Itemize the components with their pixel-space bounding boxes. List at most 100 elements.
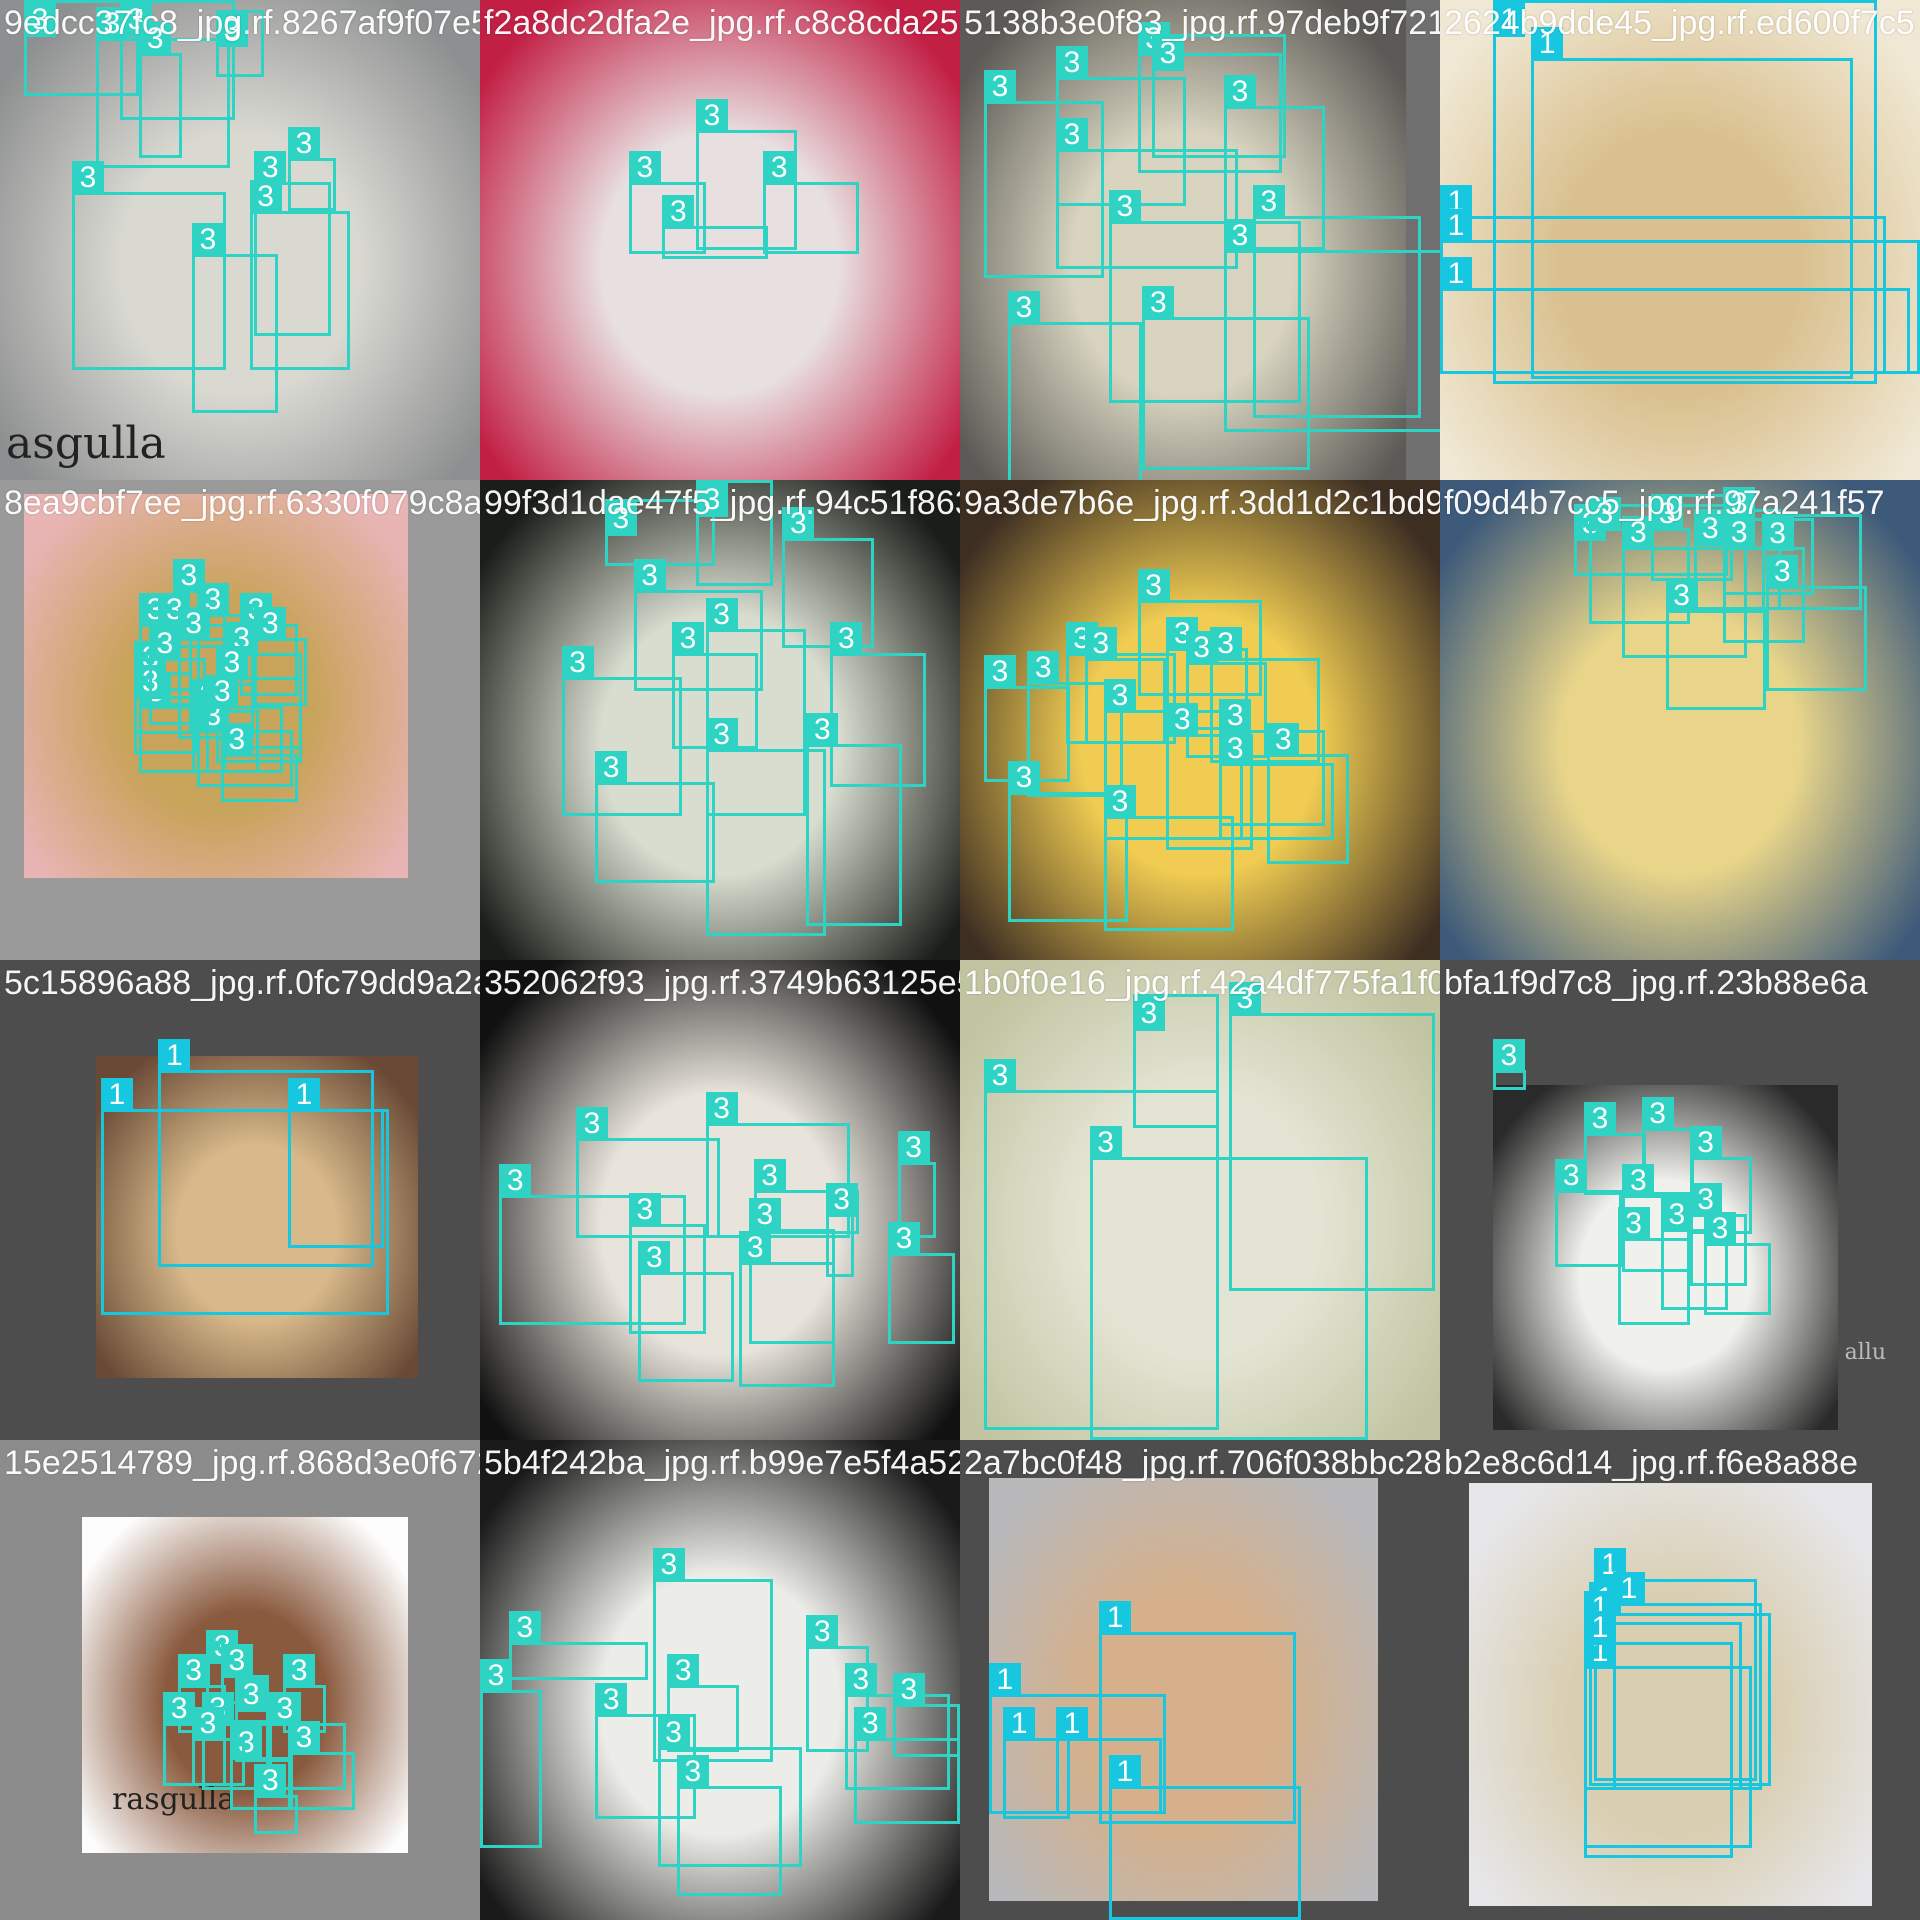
class-label: 3 bbox=[672, 621, 704, 656]
class-label: 3 bbox=[576, 1106, 608, 1141]
bounding-box: 3 bbox=[1056, 117, 1239, 269]
class-label: 3 bbox=[1694, 511, 1727, 546]
class-label: 3 bbox=[1651, 497, 1684, 532]
class-label: 1 bbox=[1056, 1706, 1088, 1741]
bounding-box: 3 bbox=[220, 1644, 269, 1724]
bounding-box: 1 bbox=[1492, 0, 1877, 384]
image-tile: 1115c15896a88_jpg.rf.0fc79dd9a2a2086c4d2… bbox=[0, 960, 480, 1440]
class-label: 3 bbox=[283, 1653, 316, 1688]
class-label: 3 bbox=[508, 1610, 541, 1645]
photo-watermark: asgulla bbox=[6, 418, 166, 469]
bounding-box: 1 bbox=[1108, 1754, 1301, 1920]
bounding-box: 3 bbox=[628, 151, 706, 255]
class-label: 1 bbox=[288, 1077, 320, 1112]
bounding-box: 3 bbox=[1723, 516, 1805, 644]
class-label: 3 bbox=[499, 1164, 532, 1199]
image-filename: 9a3de7b6e_jpg.rf.3dd1d2c1bd9c54dd9f9c241… bbox=[964, 484, 1440, 522]
class-label: 3 bbox=[662, 194, 695, 229]
bounding-box: 3 bbox=[1224, 74, 1325, 250]
class-label: 3 bbox=[72, 161, 104, 195]
bounding-box: 3 bbox=[888, 1221, 956, 1344]
bounding-box: 1 bbox=[100, 1077, 389, 1316]
image-filename: f09d4b7cc5_jpg.rf.97a241f57 bbox=[1444, 484, 1885, 522]
bounding-box: 3 bbox=[576, 1106, 720, 1239]
class-label: 1 bbox=[988, 1663, 1021, 1698]
class-label: 3 bbox=[1228, 981, 1261, 1016]
image-tile: rasgulla33333333333315e2514789_jpg.rf.86… bbox=[0, 1440, 480, 1920]
bounding-box: 3 bbox=[206, 674, 284, 773]
class-label: 3 bbox=[148, 626, 181, 661]
class-label: 3 bbox=[844, 1663, 877, 1698]
bounding-box: 1 bbox=[1003, 1706, 1071, 1820]
class-label: 3 bbox=[1224, 218, 1256, 253]
bounding-box: 1 bbox=[1099, 1601, 1296, 1824]
image-tile: 3 3 3 3 3 3 3 3 3 3 3 5b4f242ba_jpg.rf.b99e7e5f4a52… bbox=[480, 1440, 960, 1920]
class-label: 3 bbox=[1252, 185, 1285, 219]
bounding-box: 3 bbox=[628, 1193, 706, 1335]
bounding-box: 3 bbox=[1641, 1097, 1695, 1196]
image-tile: 3333f2a8dc2dfa2e_jpg.rf.c8c8cda2513891a6… bbox=[480, 0, 960, 480]
bounding-box: 3 bbox=[1104, 785, 1234, 932]
bounding-box: 3 bbox=[753, 1159, 860, 1234]
image-filename: 8ea9cbf7ee_jpg.rf.6330f079c8a9d14ea473f5 bbox=[4, 484, 480, 522]
class-label: 3 bbox=[628, 151, 661, 186]
image-filename: bfa1f9d7c8_jpg.rf.23b88e6a bbox=[1444, 964, 1868, 1002]
bounding-box: 3 bbox=[696, 480, 773, 586]
bounding-box: 3 bbox=[638, 1241, 735, 1383]
class-label: 3 bbox=[235, 1677, 268, 1712]
bounding-box: 3 bbox=[806, 1615, 869, 1752]
bounding-box: 3 bbox=[662, 194, 768, 260]
class-label: 1 bbox=[1099, 1601, 1132, 1635]
class-label: 3 bbox=[739, 1231, 772, 1266]
class-label: 3 bbox=[192, 1706, 224, 1741]
bounding-box: 3 bbox=[1766, 554, 1868, 692]
class-label: 3 bbox=[984, 655, 1016, 690]
bounding-box: 1 bbox=[1440, 257, 1911, 375]
class-label: 1 bbox=[1584, 1610, 1616, 1645]
class-label: 3 bbox=[1219, 732, 1252, 767]
bounding-box: 3 bbox=[825, 1183, 858, 1277]
class-label: 3 bbox=[657, 1716, 690, 1751]
bounding-box: 3 bbox=[705, 1092, 850, 1239]
image-tile: 3 3 3 3 3 3 3 3 3 3 3 99f3d1dae47f5_jpg.rf.94c51f86… bbox=[480, 480, 960, 960]
class-label: 3 bbox=[249, 180, 282, 215]
food-photo bbox=[480, 0, 960, 480]
bounding-box: 3 bbox=[288, 127, 336, 212]
class-label: 3 bbox=[1209, 626, 1242, 661]
bounding-box: 3 bbox=[892, 1673, 960, 1757]
bounding-box: 3 bbox=[1089, 1125, 1368, 1440]
image-filename: 15e2514789_jpg.rf.868d3e0f67200c3470e484… bbox=[4, 1444, 480, 1482]
food-photo bbox=[0, 0, 480, 480]
bounding-box: 3 bbox=[1166, 703, 1253, 850]
class-label: 3 bbox=[480, 1658, 512, 1693]
class-label: 3 bbox=[1027, 650, 1060, 685]
class-label: 3 bbox=[696, 483, 728, 517]
bounding-box: 3 bbox=[739, 1231, 836, 1388]
bounding-box: 3 bbox=[1137, 569, 1263, 696]
bounding-box: 3 bbox=[1008, 290, 1143, 480]
bounding-box: 3 bbox=[1008, 761, 1128, 922]
bounding-box: 3 bbox=[177, 607, 255, 740]
class-label: 3 bbox=[825, 1183, 858, 1218]
class-label: 1 bbox=[1492, 3, 1525, 37]
image-tile: 3333333333f09d4b7cc5_jpg.rf.97a241f57 bbox=[1440, 480, 1920, 960]
bounding-box: 3 bbox=[1584, 1101, 1647, 1196]
class-label: 3 bbox=[177, 1653, 210, 1688]
bounding-box: 3 bbox=[763, 151, 860, 255]
bounding-box: 3 bbox=[1152, 33, 1287, 159]
class-label: 3 bbox=[1723, 487, 1756, 522]
bounding-box: 3 bbox=[249, 180, 351, 370]
class-label: 3 bbox=[1166, 703, 1199, 738]
bounding-box: 3 bbox=[268, 1692, 346, 1791]
class-label: 3 bbox=[595, 1682, 628, 1717]
class-label: 3 bbox=[1584, 1101, 1616, 1136]
food-photo bbox=[480, 1440, 960, 1920]
class-label: 3 bbox=[1622, 1164, 1655, 1199]
class-label: 3 bbox=[1219, 698, 1252, 733]
class-label: 3 bbox=[753, 1159, 786, 1194]
class-label: 3 bbox=[984, 1058, 1016, 1093]
class-label: 1 bbox=[1003, 1706, 1036, 1741]
food-photo bbox=[1440, 480, 1920, 960]
class-label: 3 bbox=[1142, 285, 1175, 320]
class-label: 3 bbox=[561, 645, 594, 680]
